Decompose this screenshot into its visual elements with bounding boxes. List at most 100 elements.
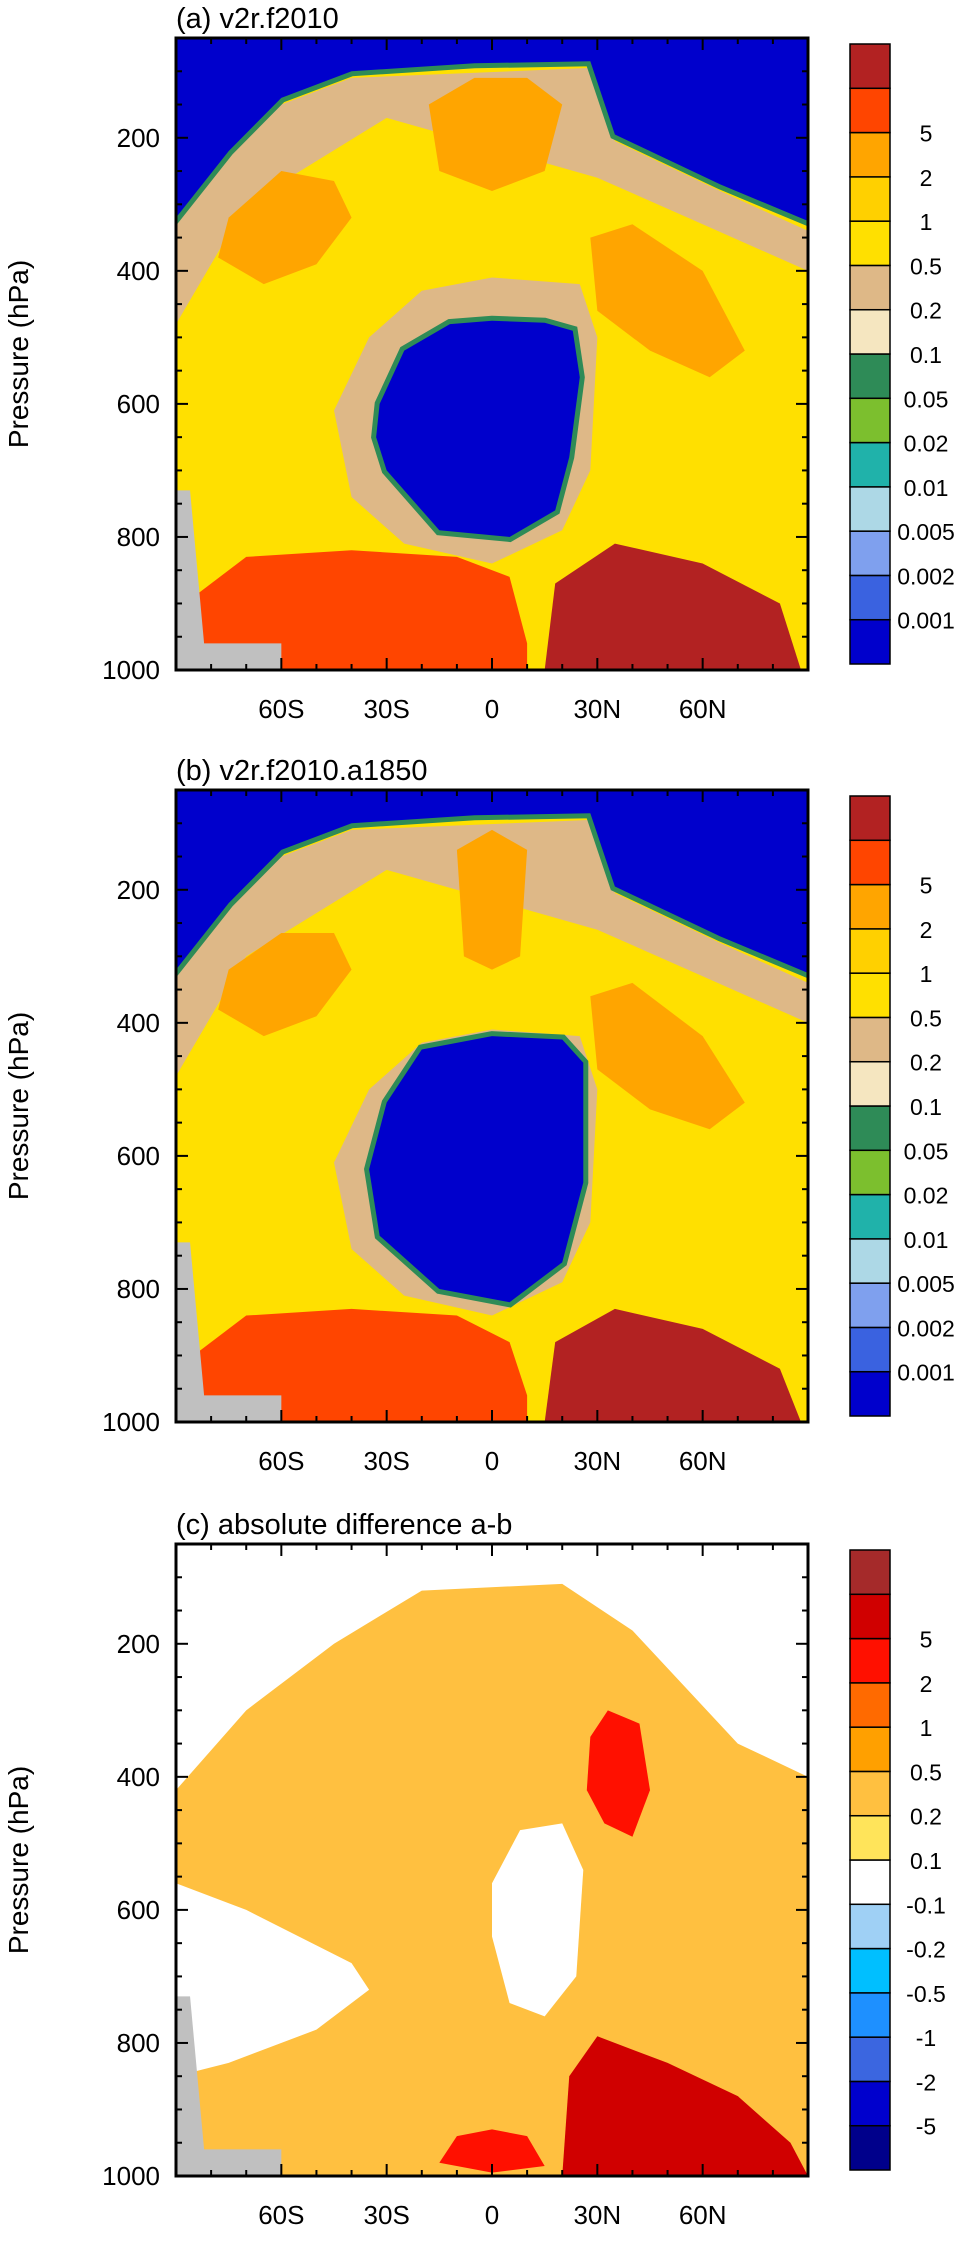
colorbar-label: 0.5 (910, 253, 942, 279)
contour-region-tropical-upper-max (428, 77, 563, 192)
colorbar-swatch (849, 1903, 891, 1950)
colorbar-swatch (849, 1549, 891, 1596)
colorbar-swatch (849, 1637, 891, 1684)
colorbar-swatch (849, 618, 891, 665)
colorbar-label: -0.5 (906, 1981, 946, 2007)
contour-field (176, 1544, 808, 2176)
colorbar-swatch (849, 1947, 891, 1994)
y-tick-label: 600 (117, 1895, 160, 1925)
colorbar-label: 1 (920, 1715, 933, 1741)
colorbar-swatch (849, 1593, 891, 1640)
y-tick-label: 800 (117, 522, 160, 552)
x-tick-label: 30N (573, 2200, 621, 2230)
x-tick-label: 0 (485, 2200, 499, 2230)
contour-region-southern-midlatitude-max-upper (218, 171, 352, 285)
contour-region (176, 819, 808, 1077)
colorbar-label: -0.1 (906, 1892, 946, 1918)
colorbar-label: 0.2 (910, 1804, 942, 1830)
y-tick-label: 800 (117, 2028, 160, 2058)
contour-region-southern-near-surface-max (183, 550, 528, 670)
colorbar-label: 0.1 (910, 1094, 942, 1120)
colorbar-swatch (849, 1326, 891, 1373)
colorbar-swatch (849, 2036, 891, 2083)
colorbar-swatch (849, 397, 891, 444)
colorbar-label: 1 (920, 209, 933, 235)
colorbar-swatch (849, 176, 891, 222)
colorbar-swatch (849, 441, 891, 488)
colorbar-label: -1 (916, 2025, 936, 2051)
colorbar-swatch (849, 1060, 891, 1107)
colorbar-swatch (849, 1370, 891, 1417)
colorbar-label: 0.005 (897, 1271, 955, 1297)
colorbar-swatch (849, 353, 891, 400)
colorbar-swatch (849, 1770, 891, 1817)
colorbar-label: 5 (920, 873, 933, 899)
colorbar-swatch (849, 1682, 891, 1728)
colorbar-label: 0.005 (897, 519, 955, 545)
colorbar-swatch (849, 1859, 891, 1906)
y-tick-label: 400 (117, 1762, 160, 1792)
y-tick-label: 600 (117, 1141, 160, 1171)
y-tick-label: 400 (117, 256, 160, 286)
topography-mask (176, 1996, 282, 2176)
colorbar-label: 0.2 (910, 298, 942, 324)
y-tick-label: 400 (117, 1008, 160, 1038)
contour-region-southern-midlatitude-increase (193, 1710, 352, 1877)
panel-title: (b) v2r.f2010.a1850 (176, 755, 428, 787)
colorbar-label: 2 (920, 1671, 933, 1697)
contour-field (176, 790, 808, 1422)
contour-region-northern-midlatitude-max-upper (590, 982, 745, 1130)
panel-c: (c) absolute difference a-b 200 400 600 800 1… (3, 1509, 946, 2230)
colorbar-swatch (849, 972, 891, 1019)
x-tick-label: 30S (364, 694, 410, 724)
colorbar-swatch (849, 308, 891, 355)
x-tick-label: 60S (258, 2200, 304, 2230)
colorbar-swatch (849, 1193, 891, 1240)
y-axis-label: Pressure (hPa) (3, 260, 34, 448)
contour-region-southern-near-surface-max (183, 1308, 528, 1422)
colorbar-label: 0.002 (897, 563, 955, 589)
colorbar-swatch (849, 530, 891, 577)
colorbar-swatch (849, 574, 891, 621)
x-tick-label: 0 (485, 694, 499, 724)
colorbar-label: 0.01 (904, 1227, 949, 1253)
colorbar-label: 5 (920, 1627, 933, 1653)
y-tick-label: 1000 (102, 655, 160, 685)
colorbar-label: -2 (916, 2069, 936, 2095)
y-tick-label: 600 (117, 389, 160, 419)
panel-title: (a) v2r.f2010 (176, 3, 339, 35)
colorbar-swatch (849, 795, 891, 842)
colorbar-swatch (849, 1726, 891, 1773)
x-tick-label: 30N (573, 1446, 621, 1476)
y-tick-label: 200 (117, 1629, 160, 1659)
x-tick-label: 60N (679, 1446, 727, 1476)
contour-field (176, 38, 808, 670)
panel-b: (b) v2r.f2010.a1850 200 400 600 800 1000 60S 30… (3, 755, 955, 1476)
contour-region (176, 1883, 370, 2077)
contour-region-southern-midlatitude-max-upper (218, 933, 352, 1037)
y-axis-label: Pressure (hPa) (3, 1012, 34, 1200)
colorbar-label: 0.001 (897, 608, 955, 634)
colorbar-swatch (849, 2124, 891, 2171)
x-tick-label: 60S (258, 1446, 304, 1476)
colorbar-label: 0.001 (897, 1360, 955, 1386)
x-tick-label: 60N (679, 694, 727, 724)
contour-region (492, 1823, 584, 2017)
colorbar-swatch (849, 1282, 891, 1329)
colorbar-swatch (849, 1149, 891, 1196)
colorbar-swatch (849, 486, 891, 532)
y-tick-label: 1000 (102, 2161, 160, 2191)
colorbar-swatch (849, 220, 891, 267)
contour-region-northern-near-surface-max (544, 1308, 801, 1422)
colorbar-label: 0.01 (904, 475, 949, 501)
y-tick-label: 1000 (102, 1407, 160, 1437)
colorbar-swatch (849, 1016, 891, 1063)
colorbar-label: 0.1 (910, 342, 942, 368)
contour-region-northern-near-surface-max (544, 543, 801, 670)
panel-a: (a) v2r.f2010 200 400 600 800 1000 60S 30S 0 30N 6… (3, 3, 955, 724)
colorbar-swatch (849, 839, 891, 886)
x-tick-label: 0 (485, 1446, 499, 1476)
colorbar-swatch (849, 2080, 891, 2127)
contour-region-northern-lower-troposphere-max (562, 2036, 808, 2176)
